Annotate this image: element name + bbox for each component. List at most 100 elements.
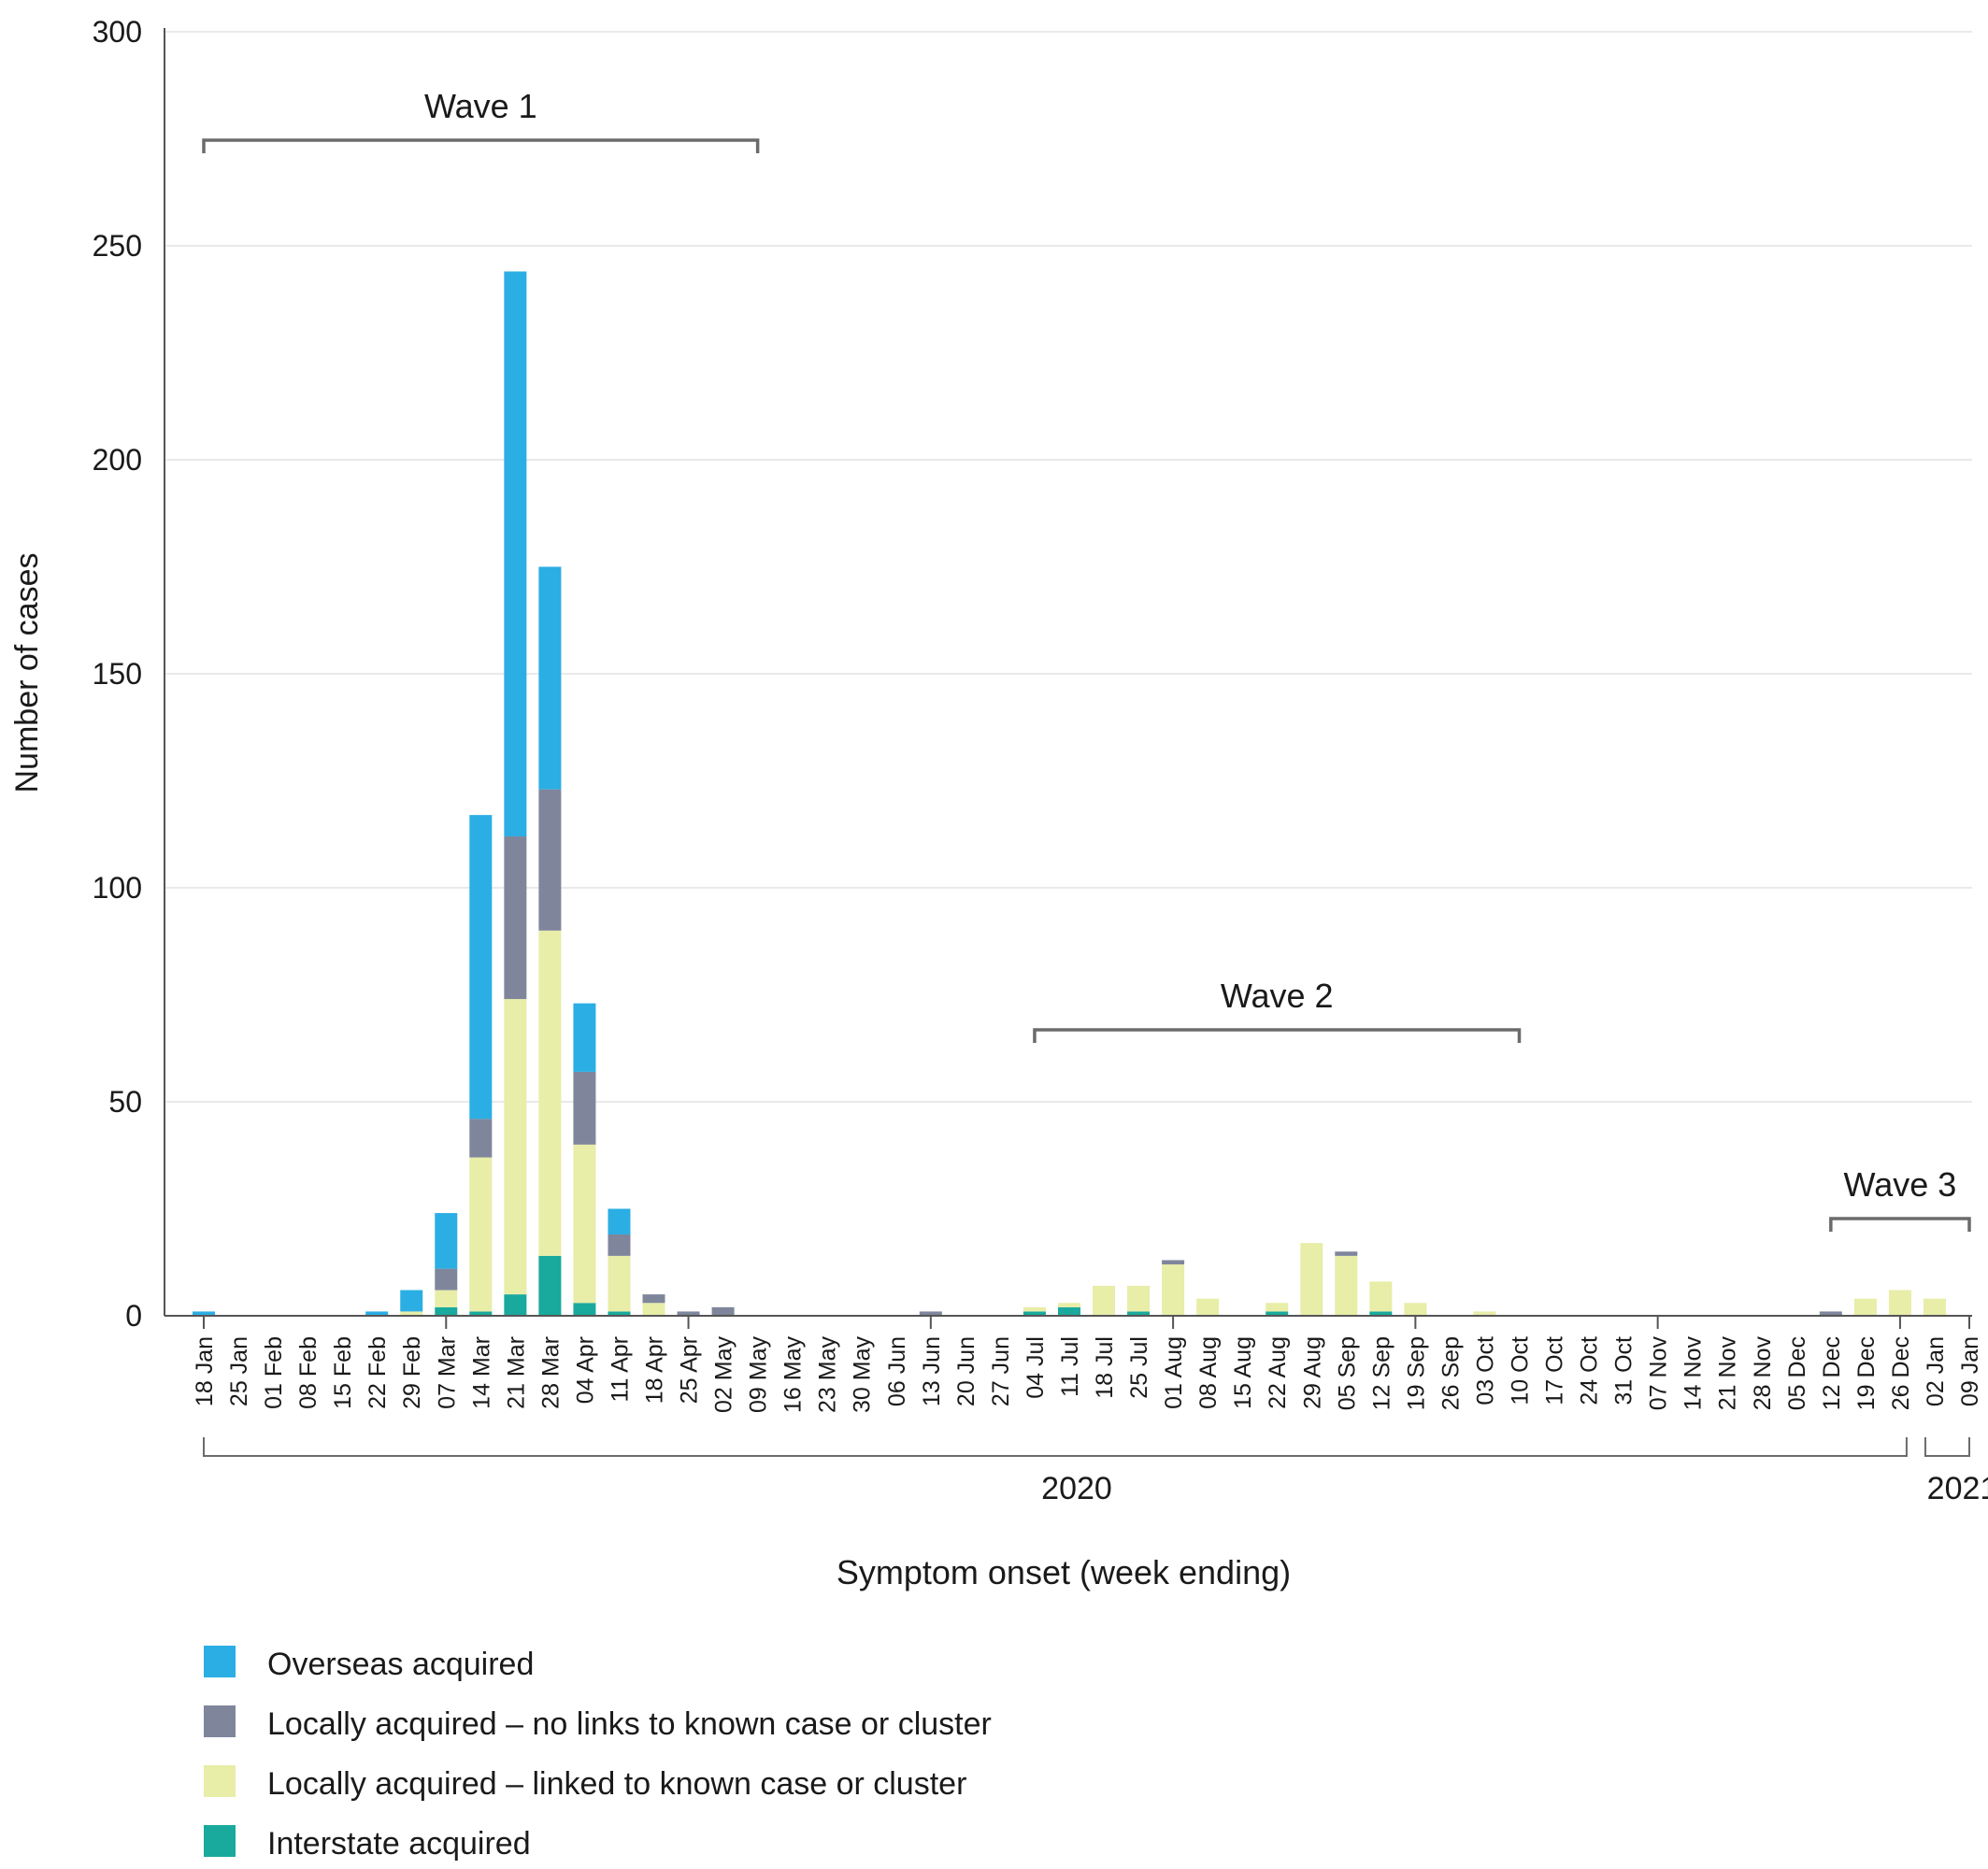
y-tick-label: 100 — [93, 871, 142, 905]
legend-label: Locally acquired – no links to known cas… — [267, 1706, 992, 1742]
year-bracket — [203, 1437, 1908, 1457]
x-tick-label: 18 Jan — [192, 1336, 218, 1406]
x-tick-label: 21 Nov — [1715, 1336, 1741, 1411]
wave-bracket — [202, 138, 760, 153]
x-tick-label: 04 Jul — [1023, 1336, 1049, 1399]
x-tick-label: 29 Feb — [399, 1336, 425, 1409]
bar-segment — [365, 1311, 389, 1316]
x-tick-label: 12 Dec — [1819, 1336, 1845, 1410]
bar-segment — [538, 566, 562, 790]
bar-segment — [469, 1157, 493, 1312]
bar-segment — [435, 1268, 458, 1291]
x-tick-label: 15 Feb — [330, 1336, 356, 1409]
year-label: 2021 — [1927, 1471, 1988, 1506]
bar-segment — [1023, 1306, 1046, 1312]
bar-segment — [608, 1208, 631, 1234]
x-tick-label: 07 Mar — [434, 1336, 460, 1409]
x-tick-label: 30 May — [850, 1336, 876, 1413]
x-tick-label: 28 Nov — [1750, 1336, 1776, 1411]
year-groups: 2020 2021 — [203, 1437, 1988, 1506]
y-tick-labels: 0 50 100 150 200 250 300 — [93, 15, 142, 1333]
bar-segment — [1196, 1298, 1220, 1316]
x-tick-label: 23 May — [815, 1336, 841, 1413]
x-tick-label: 26 Dec — [1888, 1336, 1914, 1410]
bar-segment — [1923, 1298, 1946, 1316]
bar-segment — [193, 1311, 215, 1316]
x-tick-label: 09 May — [746, 1336, 772, 1413]
bar-segment — [919, 1311, 942, 1316]
y-axis-label: Number of cases — [9, 553, 45, 793]
bar-segment — [435, 1306, 458, 1316]
x-axis-label: Symptom onset (week ending) — [837, 1553, 1291, 1591]
axes — [164, 28, 1972, 1329]
y-tick-label: 200 — [93, 443, 142, 477]
x-tick-label: 25 Apr — [677, 1336, 703, 1404]
year-label: 2020 — [1041, 1471, 1112, 1506]
wave-bracket — [1829, 1217, 1971, 1232]
x-tick-label: 11 Apr — [607, 1336, 633, 1402]
wave-label: Wave 3 — [1844, 1165, 1957, 1204]
x-tick-label: 05 Dec — [1784, 1336, 1810, 1410]
x-tick-label: 26 Sep — [1437, 1336, 1464, 1410]
gridlines — [164, 31, 1972, 1103]
bar-segment — [504, 271, 527, 837]
wave-label: Wave 2 — [1221, 977, 1334, 1015]
legend: Overseas acquired Locally acquired – no l… — [204, 1646, 992, 1862]
x-tick-label: 03 Oct — [1472, 1336, 1498, 1405]
y-tick-label: 150 — [93, 657, 142, 691]
bar-segment — [1162, 1260, 1185, 1265]
x-tick-label: 13 Jun — [919, 1336, 945, 1406]
x-tick-label: 15 Aug — [1230, 1336, 1256, 1409]
bar-segment — [573, 1144, 596, 1304]
bar-segment — [504, 836, 527, 1000]
bar-segment — [573, 1303, 596, 1316]
x-tick-label: 29 Aug — [1299, 1336, 1325, 1409]
legend-label: Interstate acquired — [267, 1826, 531, 1862]
x-tick-label: 24 Oct — [1577, 1336, 1603, 1405]
bar-segment — [711, 1306, 735, 1316]
bar-segment — [1335, 1251, 1358, 1256]
x-tick-label: 01 Feb — [261, 1336, 287, 1409]
bars — [193, 271, 1946, 1316]
bar-segment — [642, 1294, 665, 1304]
x-tick-label: 21 Mar — [503, 1336, 529, 1409]
bar-segment — [1266, 1311, 1289, 1316]
bar-segment — [1127, 1311, 1151, 1316]
wave-label: Wave 1 — [424, 87, 537, 125]
bar-segment — [1057, 1306, 1080, 1316]
y-tick-label: 0 — [125, 1299, 142, 1333]
x-tick-label: 27 Jun — [988, 1336, 1014, 1406]
bar-segment — [504, 999, 527, 1295]
bar-segment — [1023, 1311, 1046, 1316]
bar-segment — [1404, 1303, 1427, 1316]
bar-segment — [469, 1311, 493, 1316]
x-tick-label: 19 Dec — [1853, 1336, 1880, 1410]
x-tick-label: 20 Jun — [953, 1336, 980, 1406]
bar-segment — [1127, 1285, 1151, 1312]
x-tick-label: 19 Sep — [1403, 1336, 1429, 1410]
wave-bracket — [1033, 1028, 1522, 1043]
bar-segment — [608, 1255, 631, 1312]
y-tick-label: 50 — [108, 1085, 142, 1119]
bar-segment — [504, 1294, 527, 1316]
bar-segment — [677, 1311, 700, 1316]
year-bracket — [1924, 1437, 1970, 1457]
bar-segment — [608, 1234, 631, 1256]
x-tick-label: 25 Jul — [1126, 1336, 1152, 1399]
x-tick-label: 04 Apr — [572, 1336, 598, 1404]
bar-segment — [400, 1311, 423, 1316]
bar-segment — [1162, 1264, 1185, 1316]
x-tick-label: 01 Aug — [1161, 1336, 1187, 1409]
bar-segment — [538, 789, 562, 931]
bar-segment — [1335, 1255, 1358, 1316]
bar-segment — [435, 1213, 458, 1269]
bar-segment — [538, 1255, 562, 1316]
legend-label: Locally acquired – linked to known case … — [267, 1766, 966, 1802]
x-tick-label: 09 Jan — [1957, 1336, 1983, 1406]
bar-segment — [1473, 1311, 1496, 1316]
x-tick-label: 18 Jul — [1092, 1336, 1118, 1399]
bar-segment — [1888, 1290, 1911, 1316]
bar-segment — [435, 1290, 458, 1307]
